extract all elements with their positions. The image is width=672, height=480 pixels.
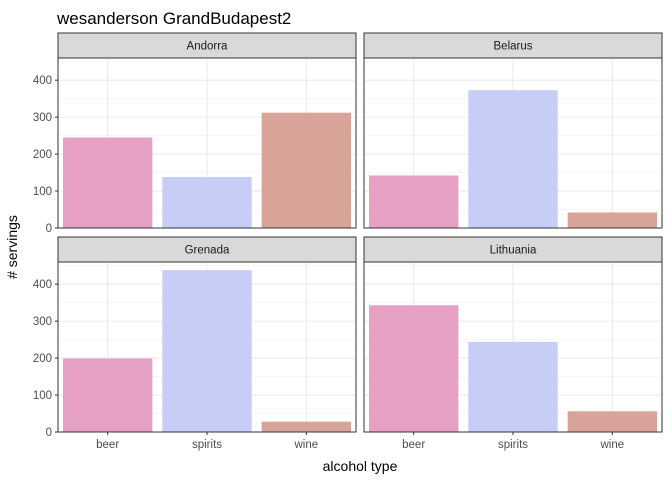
bar-andorra-spirits <box>162 177 252 228</box>
facet-strip <box>363 236 663 263</box>
facet-panel-belarus: Belarus <box>363 32 663 229</box>
y-tick-label: 100 <box>33 186 52 198</box>
bar-belarus-beer <box>368 175 459 228</box>
panel-border <box>363 57 663 229</box>
facet-panel-andorra: Andorra 0 100 200 300 400 <box>33 32 357 235</box>
bar-lithuania-wine <box>567 411 658 432</box>
x-tick-label: spirits <box>498 439 528 451</box>
bar-grenada-wine <box>261 421 352 432</box>
facet-strip <box>57 32 357 59</box>
chart-title: wesanderson GrandBudapest2 <box>56 9 291 28</box>
bar-grenada-spirits <box>162 270 252 432</box>
y-tick-label: 200 <box>33 149 52 161</box>
x-tick-label: spirits <box>192 439 222 451</box>
facet-strip <box>363 32 663 59</box>
y-tick-label: 400 <box>33 75 52 87</box>
facet-strip-label: Belarus <box>494 41 533 53</box>
facet-strip-label: Lithuania <box>490 245 537 257</box>
y-tick-label: 400 <box>33 279 52 291</box>
y-tick-label: 300 <box>33 316 52 328</box>
bar-andorra-wine <box>261 112 352 228</box>
y-tick-label: 0 <box>46 427 52 439</box>
y-tick-label: 300 <box>33 112 52 124</box>
bar-lithuania-beer <box>368 305 459 432</box>
x-axis-label: alcohol type <box>323 458 398 474</box>
y-tick-label: 100 <box>33 390 52 402</box>
bar-andorra-beer <box>62 137 153 228</box>
bar-belarus-spirits <box>468 90 558 228</box>
x-tick-label: beer <box>96 439 119 451</box>
y-tick-label: 0 <box>46 223 52 235</box>
facet-strip <box>57 236 357 263</box>
facet-panel-lithuania: Lithuania beer spirits wine <box>363 236 663 451</box>
y-tick-label: 200 <box>33 353 52 365</box>
bar-grenada-beer <box>62 358 153 432</box>
facet-strip-label: Grenada <box>185 245 230 257</box>
y-axis-label: # servings <box>4 215 20 279</box>
x-tick-label: wine <box>600 439 625 451</box>
bar-belarus-wine <box>567 212 658 228</box>
panel-border <box>57 57 357 229</box>
x-tick-label: beer <box>402 439 425 451</box>
bar-lithuania-spirits <box>468 341 558 432</box>
x-tick-label: wine <box>294 439 319 451</box>
facet-panel-grenada: Grenada 0 100 200 300 400 beer spirits wine <box>33 236 357 451</box>
facet-panels: Andorra 0 100 200 300 400 Belarus Grenada 0 100 20… <box>33 32 663 451</box>
facet-strip-label: Andorra <box>187 41 229 53</box>
